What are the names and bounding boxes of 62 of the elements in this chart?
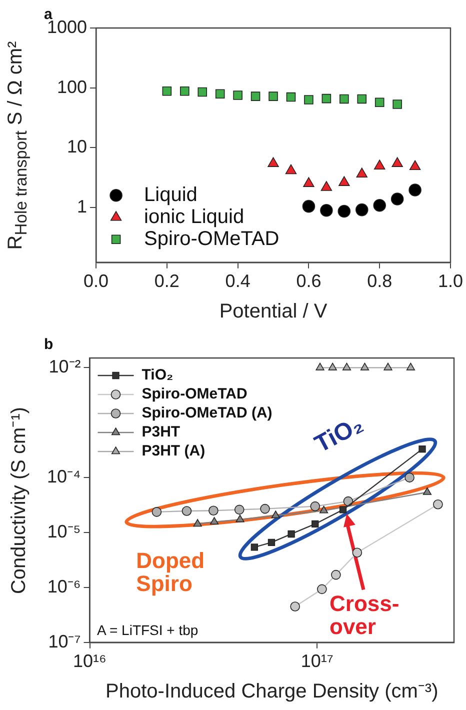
legend-label: Spiro-OMeTAD (A) <box>142 404 272 422</box>
point <box>374 160 386 170</box>
point <box>374 98 384 108</box>
point <box>268 92 278 101</box>
point <box>286 92 296 102</box>
point <box>392 157 403 167</box>
point <box>233 90 242 100</box>
point <box>390 192 404 206</box>
point <box>285 164 297 174</box>
legend-label: P3HT <box>142 424 180 441</box>
point <box>268 157 279 167</box>
point <box>340 94 349 104</box>
point <box>162 86 172 96</box>
legend-label: Liquid <box>144 184 198 206</box>
point <box>304 95 314 104</box>
point <box>356 168 368 178</box>
y-tick-label: 10⁻⁵ <box>47 521 81 542</box>
point <box>338 176 350 186</box>
x-tick-label: 0.6 <box>296 271 322 292</box>
x-tick-label: 1.0 <box>438 271 464 292</box>
x-tick-label: 0.0 <box>84 271 109 292</box>
point <box>409 160 421 170</box>
point <box>250 92 260 101</box>
annotation: Doped Spiro <box>136 548 206 596</box>
point <box>215 89 225 99</box>
y-tick-label: 10⁻² <box>48 356 81 377</box>
point <box>355 203 368 216</box>
x-tick-label: 0.2 <box>154 271 180 292</box>
point <box>322 94 332 104</box>
legend-label: TiO₂ <box>142 366 174 384</box>
x-tick-label: 0.4 <box>225 271 250 292</box>
legend-label: Spiro-OMeTAD <box>144 228 280 250</box>
x-tick-label: 0.8 <box>367 271 392 292</box>
point <box>373 198 386 212</box>
point <box>338 204 351 218</box>
legend-label: P3HT (A) <box>142 442 206 460</box>
x-tick-label: 10¹⁷ <box>300 651 334 672</box>
y-tick-label: 10 <box>67 136 88 157</box>
point <box>408 184 422 196</box>
annotation: Cross-over <box>330 590 400 639</box>
annotation: TiO₂ <box>310 411 368 459</box>
point <box>198 87 208 97</box>
point <box>303 177 314 187</box>
legend-label: Spiro-OMeTAD <box>142 386 248 403</box>
y-axis-title: Conductivity (S cm⁻¹) <box>7 406 32 594</box>
point <box>320 204 333 217</box>
legend-label: ionic Liquid <box>144 206 244 228</box>
point <box>302 200 316 213</box>
x-axis-title: Photo-Induced Charge Density (cm⁻³) <box>106 680 438 703</box>
x-axis-title: Potential / V <box>219 300 328 323</box>
point <box>392 100 402 109</box>
point <box>320 181 332 191</box>
x-tick-label: 10¹⁶ <box>73 651 106 672</box>
y-tick-label: 10⁻⁶ <box>47 576 81 596</box>
chart-title: b <box>44 336 54 354</box>
y-tick-label: 1 <box>77 196 88 216</box>
y-tick-label: 100 <box>56 76 88 97</box>
y-tick-label: 10⁻⁷ <box>48 631 81 652</box>
annotation: A = LiTFSI + tbp <box>97 622 198 638</box>
y-tick-label: 10⁻⁴ <box>46 466 81 487</box>
point <box>180 86 190 96</box>
point <box>357 94 367 104</box>
